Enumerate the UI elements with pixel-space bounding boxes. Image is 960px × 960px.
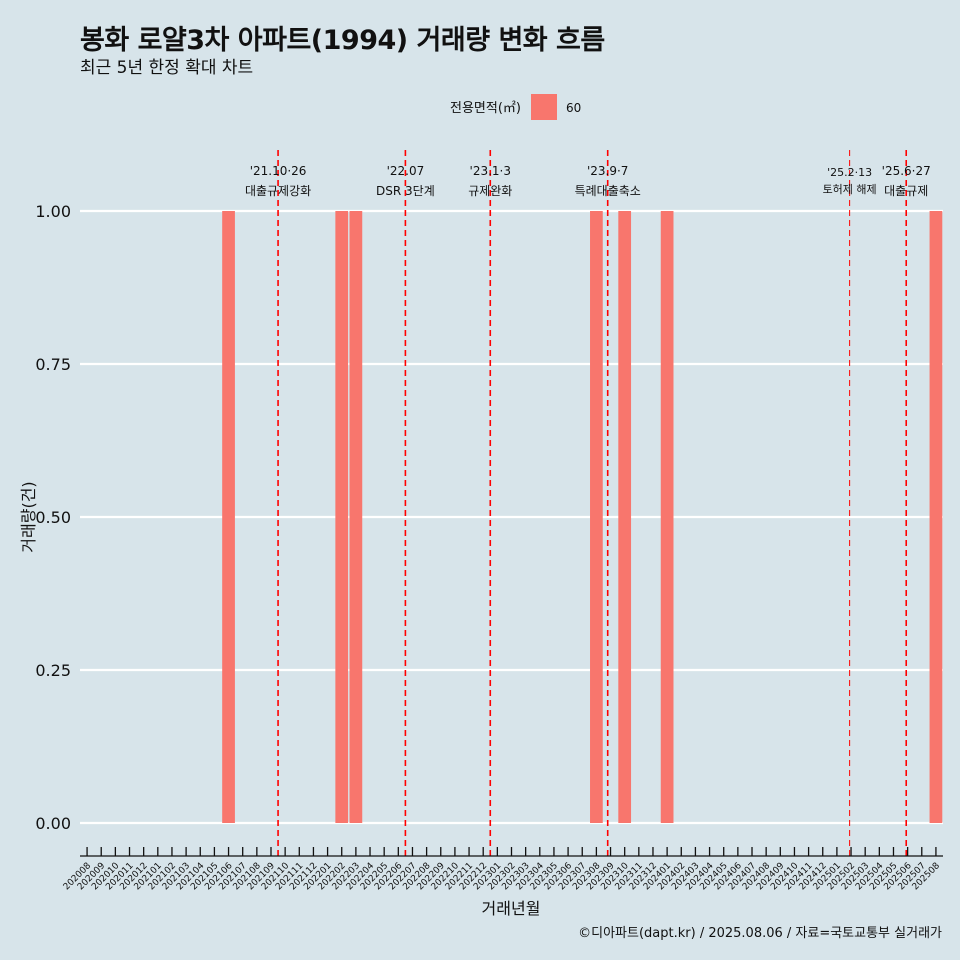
y-axis-title: 거래량(건) <box>19 481 38 552</box>
event-label-2: 규제완화 <box>468 184 512 198</box>
y-tick-label-4: 1.00 <box>35 202 71 221</box>
event-date-3: '23.9·7 <box>587 164 628 178</box>
bar-202106 <box>222 211 235 823</box>
bar-202310 <box>618 211 632 823</box>
x-axis: 2020082020092020102020112020122021012021… <box>62 847 943 892</box>
bar-202401 <box>660 211 674 823</box>
legend: 전용면적(㎡) 60 <box>450 94 581 120</box>
event-date-1: '22.07 <box>387 164 425 178</box>
bar-202308 <box>590 211 603 823</box>
gridlines <box>80 209 943 825</box>
y-tick-label-2: 0.50 <box>35 508 71 527</box>
event-lines: '21.10·26 대출규제강화 '22.07 DSR 3단계 '23.1·3 규제완화 '… <box>245 150 931 856</box>
y-tick-label-1: 0.25 <box>35 661 71 680</box>
event-label-1: DSR 3단계 <box>376 184 435 198</box>
legend-title: 전용면적(㎡) <box>450 101 521 116</box>
event-label-3: 특례대출축소 <box>575 184 641 198</box>
event-date-2: '23.1·3 <box>470 164 511 178</box>
x-axis-title: 거래년월 <box>482 899 541 918</box>
chart-subtitle: 최근 5년 한정 확대 차트 <box>80 58 254 78</box>
event-date-4: '25.2·13 <box>827 166 872 179</box>
event-label-0: 대출규제강화 <box>245 184 311 198</box>
chart-title: 봉화 로얄3차 아파트(1994) 거래량 변화 흐름 <box>80 25 605 56</box>
event-date-0: '21.10·26 <box>250 164 307 178</box>
legend-entry-60: 60 <box>566 101 581 115</box>
event-label-5: 대출규제 <box>884 184 928 198</box>
y-tick-label-0: 0.00 <box>35 814 71 833</box>
legend-swatch <box>531 94 557 120</box>
bar-202203 <box>349 211 363 823</box>
event-label-4: 토허제 해제 <box>823 182 877 196</box>
bar-202508 <box>929 211 943 823</box>
source-caption: ©디아파트(dapt.kr) / 2025.08.06 / 자료=국토교통부 실… <box>578 926 942 941</box>
bars <box>222 211 943 823</box>
y-tick-label-3: 0.75 <box>35 355 71 374</box>
y-axis: 0.00 0.25 0.50 0.75 1.00 <box>35 202 71 833</box>
event-date-5: '25.6·27 <box>882 164 931 178</box>
bar-202202 <box>335 211 349 823</box>
